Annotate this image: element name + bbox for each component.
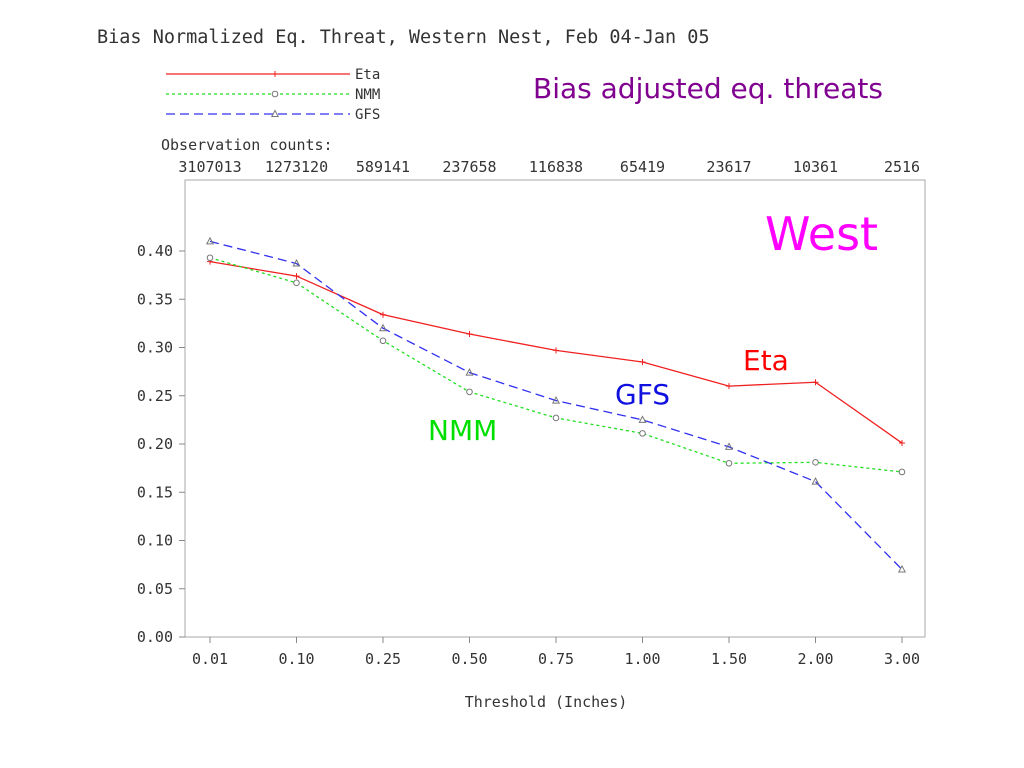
data-point <box>898 468 906 476</box>
legend-label: GFS <box>355 107 380 123</box>
x-axis: 0.01 0.10 0.25 0.50 0.75 1.00 1.50 2.00 3.00 <box>192 637 920 668</box>
x-axis-label: Threshold (Inches) <box>465 693 628 711</box>
gfs-annotation: GFS <box>615 378 670 411</box>
eta-annotation: Eta <box>743 344 789 377</box>
x-tick-label: 0.75 <box>538 650 574 668</box>
y-tick-label: 0.05 <box>137 580 173 598</box>
legend: Eta NMM GFS <box>166 67 380 123</box>
x-tick-label: 0.10 <box>278 650 314 668</box>
series-line-gfs <box>209 240 903 570</box>
nmm-annotation: NMM <box>428 414 497 447</box>
x-tick-label: 3.00 <box>884 650 920 668</box>
legend-entry-nmm: NMM <box>166 87 380 103</box>
observation-counts: 3107013 1273120 589141 237658 116838 65419 236… <box>178 158 920 176</box>
data-point <box>724 442 734 450</box>
data-point <box>811 477 820 485</box>
plot-frame <box>184 179 926 638</box>
legend-label: Eta <box>355 67 380 83</box>
observation-count: 23617 <box>706 158 751 176</box>
y-tick-label: 0.00 <box>137 628 173 646</box>
x-tick-label: 0.25 <box>365 650 401 668</box>
observation-counts-label: Observation counts: <box>161 136 333 154</box>
data-point <box>271 90 279 98</box>
series-eta <box>207 258 905 447</box>
data-point <box>638 415 647 423</box>
subtitle-annotation: Bias adjusted eq. threats <box>533 72 883 105</box>
x-tick-label: 2.00 <box>797 650 833 668</box>
observation-count: 3107013 <box>178 158 241 176</box>
observation-count: 2516 <box>884 158 920 176</box>
legend-entry-gfs: GFS <box>166 107 380 123</box>
legend-label: NMM <box>355 87 380 103</box>
y-tick-label: 0.20 <box>137 435 173 453</box>
observation-count: 237658 <box>442 158 496 176</box>
chart-title: Bias Normalized Eq. Threat, Western Nest… <box>97 27 710 48</box>
x-tick-label: 1.50 <box>711 650 747 668</box>
data-point <box>292 258 301 267</box>
region-annotation: West <box>765 207 878 261</box>
data-point <box>466 388 473 396</box>
data-point <box>205 236 215 245</box>
data-point <box>725 460 733 467</box>
data-point <box>270 109 280 117</box>
data-point <box>639 430 646 437</box>
x-tick-label: 0.01 <box>192 650 228 668</box>
data-point <box>293 279 300 287</box>
y-tick-label: 0.10 <box>137 532 173 550</box>
y-tick-label: 0.30 <box>137 339 173 357</box>
x-tick-label: 0.50 <box>451 650 487 668</box>
data-point <box>206 254 214 262</box>
data-point <box>552 414 560 422</box>
y-tick-label: 0.40 <box>137 242 173 260</box>
data-point <box>465 368 474 376</box>
observation-count: 10361 <box>793 158 838 176</box>
observation-count: 65419 <box>620 158 665 176</box>
observation-count: 116838 <box>529 158 583 176</box>
series-line-nmm <box>209 257 903 473</box>
series-layer <box>205 236 907 573</box>
y-axis: 0.00 0.05 0.10 0.15 0.20 0.25 0.30 0.35 0.40 <box>137 242 185 646</box>
y-tick-label: 0.25 <box>137 387 173 405</box>
y-tick-label: 0.35 <box>137 290 173 308</box>
x-tick-label: 1.00 <box>624 650 660 668</box>
observation-count: 589141 <box>356 158 410 176</box>
legend-entry-eta: Eta <box>166 67 380 83</box>
data-point <box>378 323 388 332</box>
observation-count: 1273120 <box>265 158 328 176</box>
data-point <box>812 459 819 466</box>
series-gfs <box>205 236 907 573</box>
data-point <box>379 337 387 345</box>
data-point <box>897 564 907 573</box>
data-point <box>551 396 561 404</box>
y-tick-label: 0.15 <box>137 483 173 501</box>
series-nmm <box>206 254 906 476</box>
